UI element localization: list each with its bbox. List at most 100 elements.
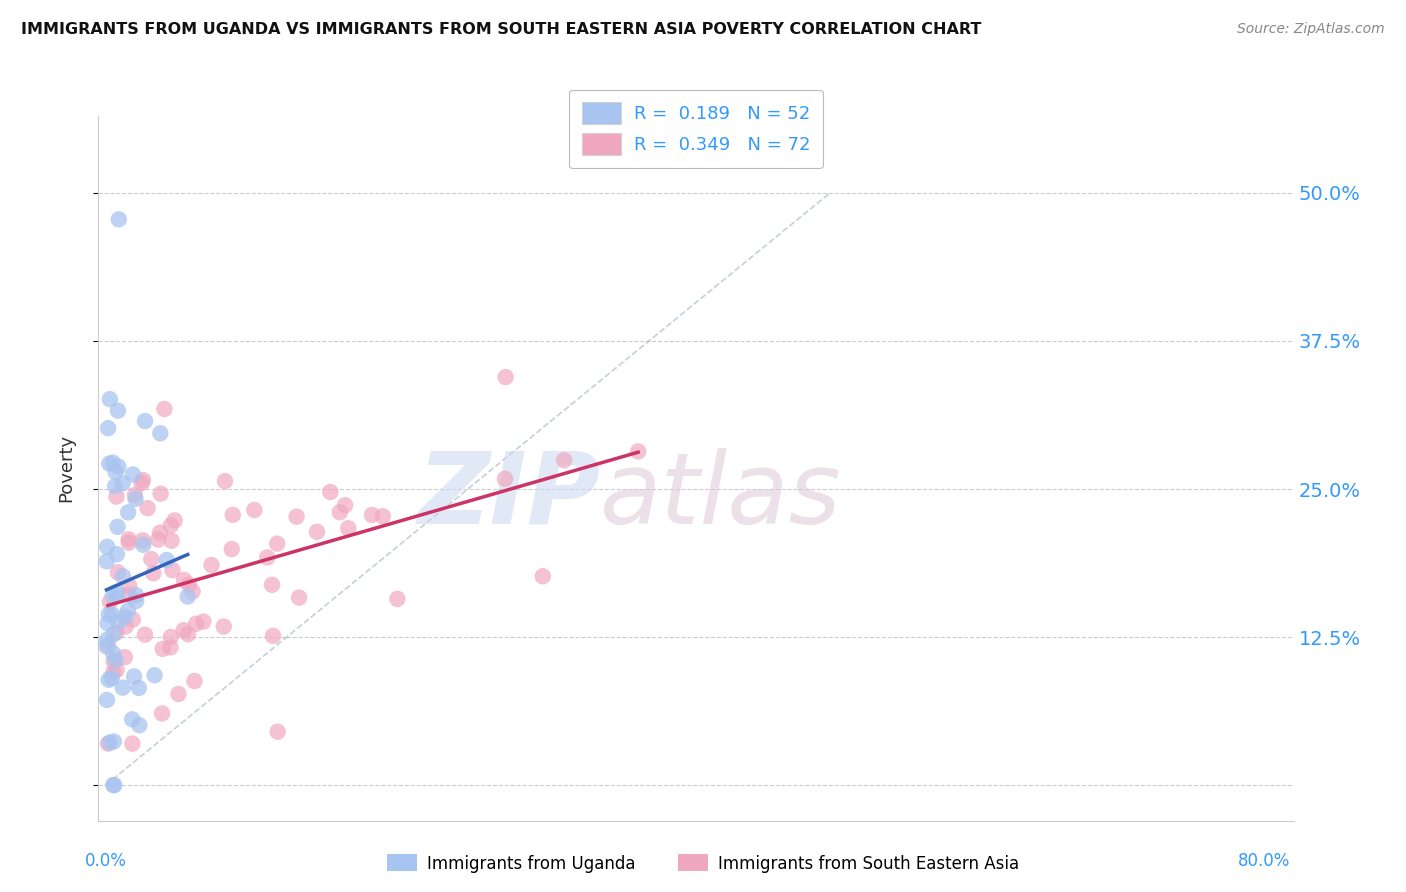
Point [111,681,134,695]
Point [132,473,155,487]
Point [177,577,200,591]
Point [96,540,118,554]
Point [117,505,139,519]
Point [104,479,127,493]
Point [101,589,124,603]
Point [101,607,124,622]
Point [163,513,186,527]
Point [167,687,190,701]
Point [105,547,128,561]
Point [122,669,145,683]
Point [214,474,236,488]
Point [121,613,143,627]
Point [173,624,195,638]
Text: 0.0%: 0.0% [84,853,127,871]
Point [181,584,204,599]
Point [105,490,128,504]
Point [333,498,356,512]
Point [184,616,207,631]
Point [387,591,409,606]
Point [105,625,128,640]
Point [98,595,121,609]
Point [124,491,146,506]
Point [107,212,129,227]
Point [111,476,134,491]
Point [97,673,120,687]
Point [160,533,183,548]
Point [183,674,205,689]
Point [114,650,136,665]
Point [103,778,125,792]
Point [495,370,517,384]
Point [337,521,360,535]
Point [105,585,128,599]
Point [96,554,118,568]
Point [121,737,143,751]
Point [200,558,222,572]
Point [97,616,120,631]
Point [329,505,352,519]
Point [103,655,125,669]
Legend: R =  0.189   N = 52, R =  0.349   N = 72: R = 0.189 N = 52, R = 0.349 N = 72 [569,90,823,168]
Point [128,718,150,732]
Point [152,642,174,657]
Point [553,453,575,467]
Point [305,524,328,539]
Point [159,630,181,644]
Point [285,509,308,524]
Point [103,778,125,792]
Point [149,525,172,540]
Point [531,569,554,583]
Point [176,590,198,604]
Point [97,737,120,751]
Point [125,594,148,608]
Point [149,486,172,500]
Point [98,392,121,407]
Point [100,671,122,685]
Point [153,402,176,417]
Point [266,724,288,739]
Point [121,712,143,726]
Point [494,472,516,486]
Point [107,615,129,629]
Point [132,533,155,548]
Point [627,444,650,458]
Point [134,627,156,641]
Point [141,552,163,566]
Point [118,588,141,602]
Point [131,476,153,491]
Point [122,467,145,482]
Point [125,588,148,602]
Point [111,569,134,583]
Point [143,668,166,682]
Point [173,573,195,587]
Point [136,501,159,516]
Point [150,706,173,721]
Point [124,488,146,502]
Text: 80.0%: 80.0% [1239,853,1291,871]
Point [262,629,284,643]
Point [107,566,129,580]
Point [371,509,394,524]
Point [160,518,183,533]
Point [104,465,127,479]
Point [107,403,129,417]
Point [103,627,125,641]
Point [361,508,384,522]
Point [117,533,139,547]
Point [319,485,342,500]
Point [103,734,125,748]
Point [156,553,179,567]
Point [98,457,121,471]
Point [243,503,266,517]
Point [117,603,139,617]
Text: IMMIGRANTS FROM UGANDA VS IMMIGRANTS FROM SOUTH EASTERN ASIA POVERTY CORRELATION: IMMIGRANTS FROM UGANDA VS IMMIGRANTS FRO… [21,22,981,37]
Point [222,508,245,522]
Point [96,632,118,647]
Point [97,421,120,435]
Text: Source: ZipAtlas.com: Source: ZipAtlas.com [1237,22,1385,37]
Point [101,647,124,661]
Point [193,615,215,629]
Point [97,607,120,622]
Point [114,619,136,633]
